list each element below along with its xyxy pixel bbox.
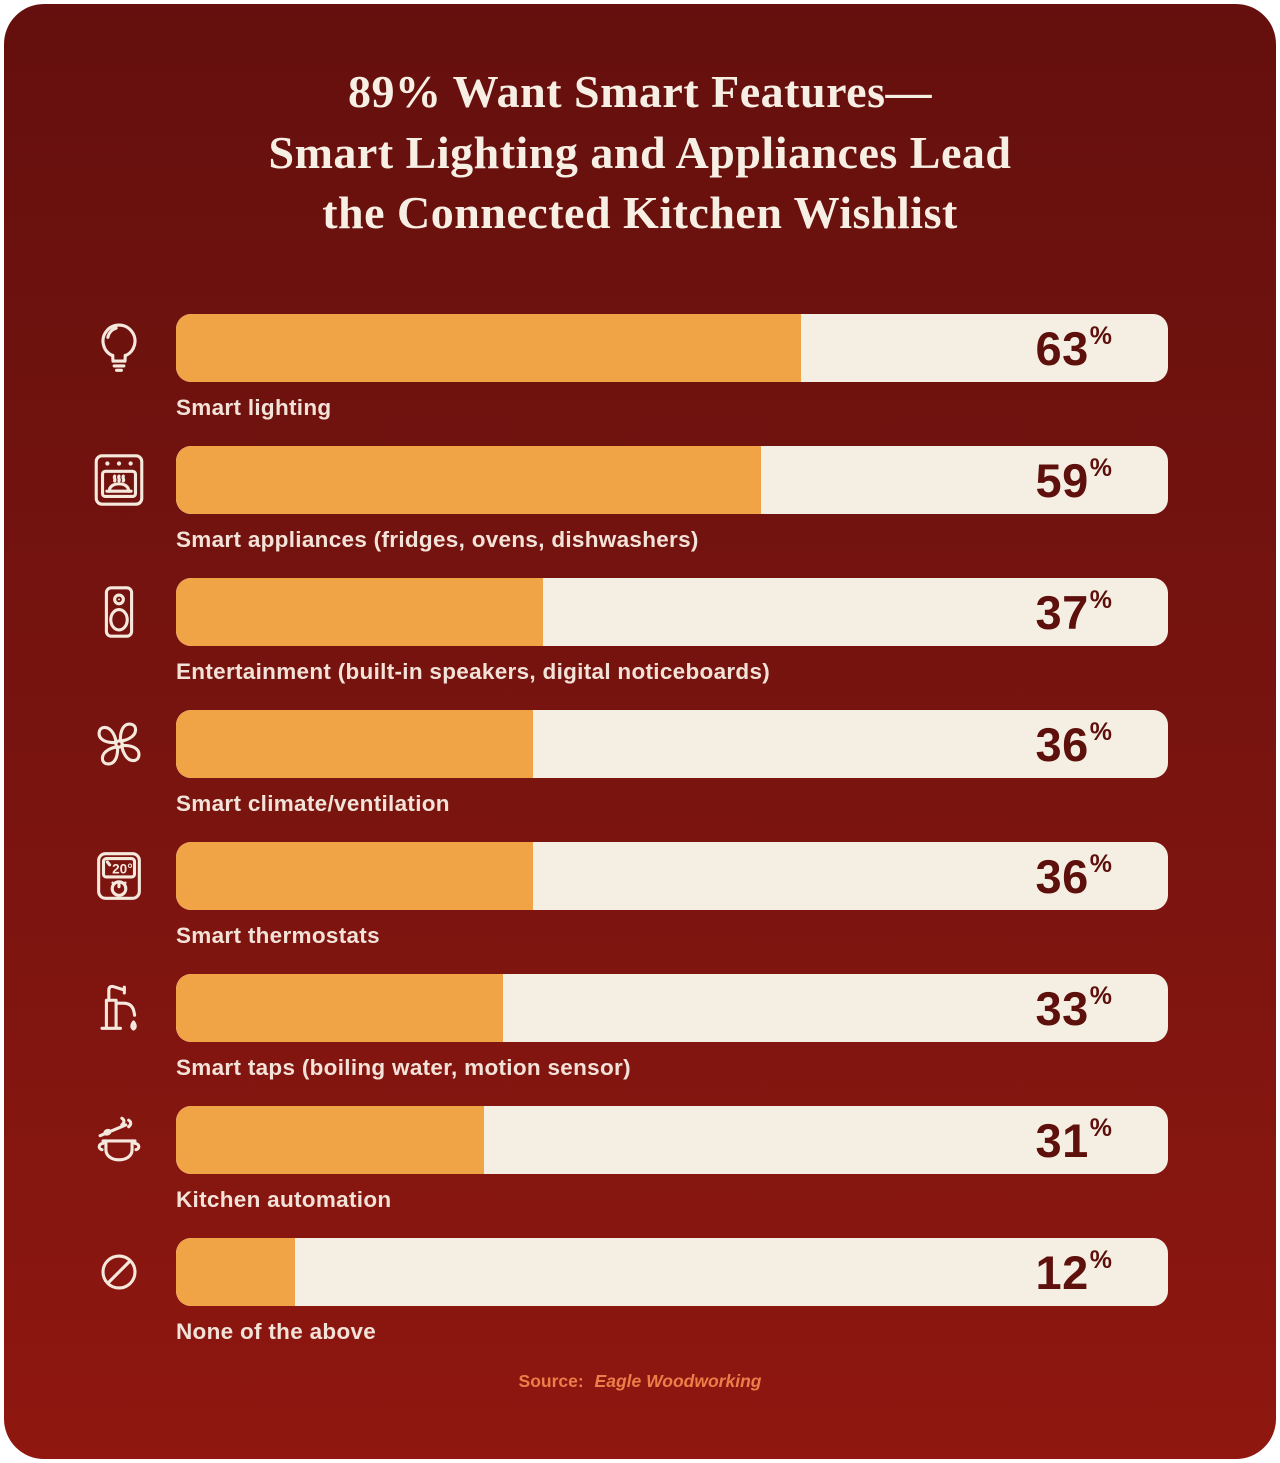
bar-value: 33 % bbox=[1035, 974, 1112, 1042]
svg-text:20°: 20° bbox=[112, 862, 133, 877]
bar-label: Kitchen automation bbox=[176, 1187, 392, 1213]
cooking-pot-icon bbox=[88, 1106, 150, 1174]
bar-fill bbox=[176, 842, 534, 911]
bar-value: 36 % bbox=[1035, 842, 1112, 910]
bar-value: 12 % bbox=[1035, 1238, 1112, 1306]
bar-track: 63 % bbox=[176, 314, 1168, 383]
bar-fill bbox=[176, 710, 534, 779]
percent-sign: % bbox=[1089, 1245, 1112, 1274]
chart-row: 36 % Smart climate/ventilation bbox=[88, 710, 1168, 817]
source-name: Eagle Woodworking bbox=[594, 1371, 762, 1392]
bar-label: Smart lighting bbox=[176, 395, 332, 421]
bar-value-number: 36 bbox=[1035, 849, 1089, 903]
bar-track: 37 % bbox=[176, 578, 1168, 647]
bar-value: 31 % bbox=[1035, 1106, 1112, 1174]
bar-label: None of the above bbox=[176, 1319, 377, 1345]
bar-value-number: 37 bbox=[1035, 585, 1089, 639]
chart-row: 12 % None of the above bbox=[88, 1238, 1168, 1345]
bar-label: Smart climate/ventilation bbox=[176, 791, 450, 817]
bar-value-number: 33 bbox=[1035, 981, 1089, 1035]
bar-value-number: 59 bbox=[1035, 453, 1089, 507]
lightbulb-icon bbox=[88, 314, 150, 382]
tap-icon bbox=[88, 974, 150, 1042]
percent-sign: % bbox=[1089, 717, 1112, 746]
thermostat-icon: 20° bbox=[88, 842, 150, 910]
bar-track: 12 % bbox=[176, 1238, 1168, 1307]
title-line-1: 89% Want Smart Features— bbox=[348, 66, 932, 117]
bar-track: 33 % bbox=[176, 974, 1168, 1043]
percent-sign: % bbox=[1089, 585, 1112, 614]
chart-row: 33 % Smart taps (boiling water, motion s… bbox=[88, 974, 1168, 1081]
bar-track: 36 % bbox=[176, 710, 1168, 779]
bar-value-number: 12 bbox=[1035, 1245, 1089, 1299]
bar-fill bbox=[176, 314, 801, 383]
bar-label: Smart thermostats bbox=[176, 923, 380, 949]
bar-fill bbox=[176, 1238, 296, 1307]
fan-icon bbox=[88, 710, 150, 778]
bar-value: 59 % bbox=[1035, 446, 1112, 514]
bar-track: 59 % bbox=[176, 446, 1168, 515]
bar-track: 31 % bbox=[176, 1106, 1168, 1175]
oven-icon bbox=[88, 446, 150, 514]
bar-label: Entertainment (built-in speakers, digita… bbox=[176, 659, 771, 685]
chart-row: 31 % Kitchen automation bbox=[88, 1106, 1168, 1213]
bar-fill bbox=[176, 446, 762, 515]
source-prefix: Source: bbox=[518, 1371, 584, 1392]
chart-title: 89% Want Smart Features— Smart Lighting … bbox=[112, 62, 1168, 244]
percent-sign: % bbox=[1089, 1113, 1112, 1142]
bar-value-number: 31 bbox=[1035, 1113, 1089, 1167]
percent-sign: % bbox=[1089, 321, 1112, 350]
chart-row: 20° 36 % Smart thermostats bbox=[88, 842, 1168, 949]
title-line-2: Smart Lighting and Appliances Lead bbox=[268, 126, 1012, 178]
page: { "title": { "lines": [ "89% Want Smart … bbox=[0, 4, 1280, 1459]
percent-sign: % bbox=[1089, 453, 1112, 482]
chart-row: 63 % Smart lighting bbox=[88, 314, 1168, 421]
percent-sign: % bbox=[1089, 849, 1112, 878]
chart-row: 37 % Entertainment (built-in speakers, d… bbox=[88, 578, 1168, 685]
source-line: Source: Eagle Woodworking bbox=[112, 1371, 1168, 1392]
bar-label: Smart taps (boiling water, motion sensor… bbox=[176, 1055, 631, 1081]
infographic-card: 89% Want Smart Features— Smart Lighting … bbox=[4, 4, 1276, 1459]
bar-fill bbox=[176, 1106, 484, 1175]
bar-fill bbox=[176, 974, 504, 1043]
chart-row: 59 % Smart appliances (fridges, ovens, d… bbox=[88, 446, 1168, 553]
bar-value: 63 % bbox=[1035, 314, 1112, 382]
percent-sign: % bbox=[1089, 981, 1112, 1010]
none-prohibition-icon bbox=[88, 1238, 150, 1306]
bar-track: 36 % bbox=[176, 842, 1168, 911]
bar-chart: 63 % Smart lighting 59 % Smart appliance… bbox=[88, 314, 1168, 1345]
bar-label: Smart appliances (fridges, ovens, dishwa… bbox=[176, 527, 699, 553]
speaker-icon bbox=[88, 578, 150, 646]
bar-value: 37 % bbox=[1035, 578, 1112, 646]
bar-value-number: 63 bbox=[1035, 321, 1089, 375]
title-line-3: the Connected Kitchen Wishlist bbox=[322, 187, 958, 239]
bar-fill bbox=[176, 578, 544, 647]
bar-value-number: 36 bbox=[1035, 717, 1089, 771]
bar-value: 36 % bbox=[1035, 710, 1112, 778]
